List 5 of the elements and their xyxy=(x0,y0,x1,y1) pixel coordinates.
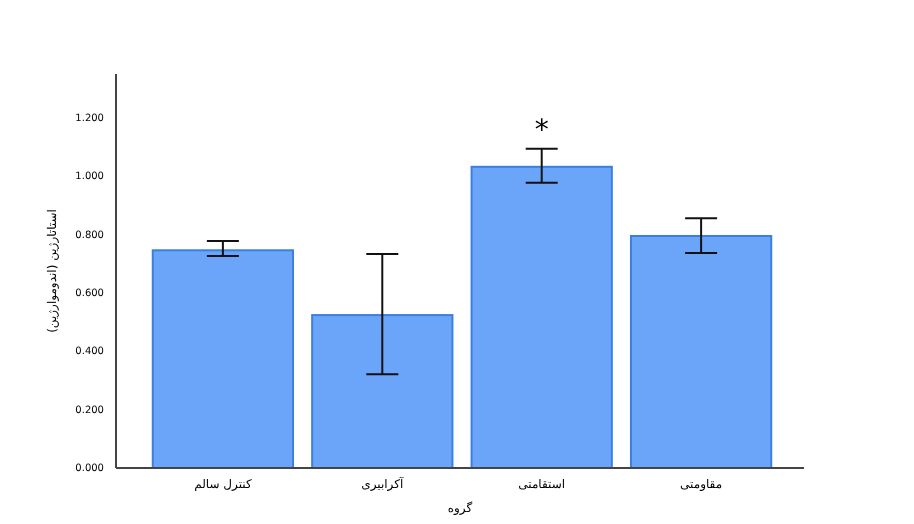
bar xyxy=(629,234,773,469)
bar xyxy=(311,314,454,469)
bar xyxy=(151,249,295,469)
annotation: * xyxy=(534,114,549,147)
bar xyxy=(470,165,613,469)
